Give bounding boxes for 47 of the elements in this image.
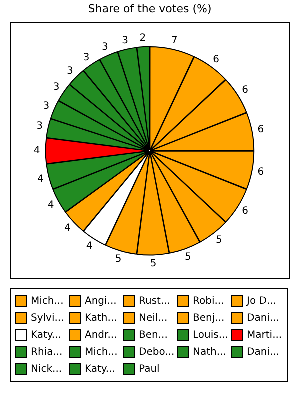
legend-label: Mich... — [31, 296, 64, 306]
legend-label: Katy... — [31, 330, 62, 340]
data-label: 6 — [242, 206, 249, 218]
data-label: 3 — [66, 66, 74, 77]
legend-label: Neil... — [139, 312, 168, 324]
legend-label: Debo... — [139, 346, 175, 358]
data-label: 3 — [53, 82, 60, 94]
legend-label: Kath... — [85, 312, 118, 324]
data-label: 5 — [150, 258, 157, 270]
data-label: 3 — [122, 36, 129, 47]
legend-label: Nick... — [31, 364, 62, 374]
data-label: 4 — [86, 241, 93, 252]
data-label: 4 — [64, 222, 71, 234]
legend-label: Nath... — [193, 346, 226, 358]
legend-label: Angi... — [85, 296, 117, 306]
legend-label: Jo D... — [247, 296, 276, 306]
data-label: 5 — [185, 252, 192, 263]
legend-label: Rhia... — [31, 346, 63, 358]
legend-label: Rust... — [139, 296, 171, 306]
legend-label: Marti... — [247, 330, 282, 340]
data-label: 6 — [258, 166, 264, 178]
legend-label: Dani... — [247, 346, 280, 358]
data-label: 6 — [242, 85, 249, 96]
data-label: 4 — [37, 174, 44, 185]
legend-label: Robi... — [193, 296, 224, 306]
data-label: 4 — [34, 146, 40, 157]
legend-label: Andr... — [85, 330, 118, 340]
chart-title: Share of the votes (%) — [88, 2, 212, 16]
data-label: 6 — [213, 54, 220, 66]
legend-label: Ben... — [139, 330, 168, 340]
legend-label: Mich... — [85, 346, 118, 358]
data-label: 6 — [258, 124, 264, 136]
data-label: 3 — [102, 42, 108, 54]
legend-label: Sylvi... — [31, 312, 64, 324]
data-label: 4 — [48, 200, 54, 212]
legend-label: Benj... — [193, 312, 225, 324]
data-label: 5 — [115, 254, 122, 266]
legend-label: Louis... — [193, 330, 228, 340]
data-label: 3 — [36, 121, 44, 132]
legend-label: Katy... — [85, 364, 116, 374]
data-label: 2 — [140, 33, 146, 44]
data-label: 3 — [43, 100, 50, 112]
legend-label: Paul — [139, 364, 160, 374]
data-label: 5 — [216, 234, 222, 246]
data-label: 7 — [171, 36, 178, 47]
data-label: 3 — [83, 52, 90, 64]
legend-label: Dani... — [247, 312, 280, 324]
